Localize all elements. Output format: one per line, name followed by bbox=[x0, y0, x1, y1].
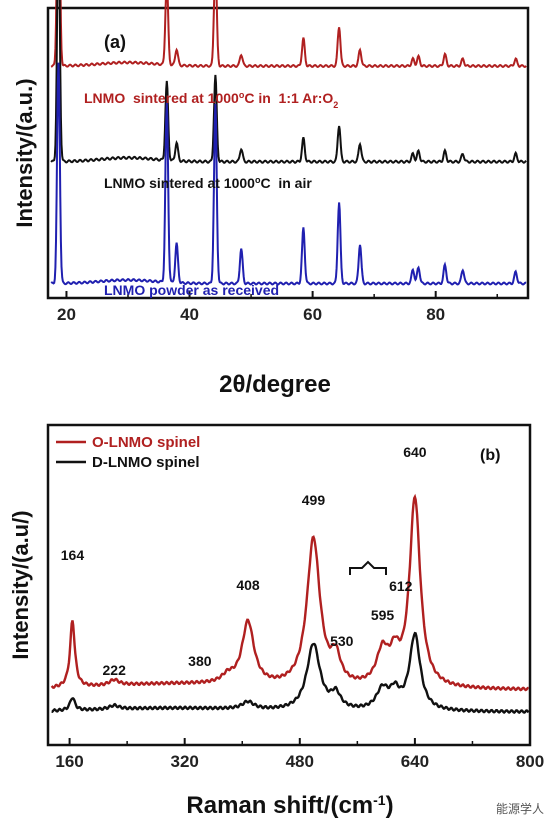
panel-a-x-ticks: 20 40 60 80 bbox=[57, 291, 498, 324]
panel-a-x-tick-label: 60 bbox=[303, 305, 322, 324]
peak-label: 640 bbox=[403, 444, 427, 460]
peak-bracket bbox=[349, 560, 387, 575]
peak-label: 530 bbox=[330, 633, 354, 649]
panel-a-x-tick-label: 40 bbox=[180, 305, 199, 324]
series-label-powder: LNMO powder as received bbox=[104, 282, 279, 298]
panel-b-x-tick-label: 800 bbox=[516, 752, 544, 771]
panel-b-label: (b) bbox=[480, 447, 500, 464]
panel-a-frame bbox=[46, 6, 530, 300]
panel-a-x-axis-title: 2θ/degree bbox=[219, 371, 331, 398]
peak-label: 222 bbox=[103, 662, 127, 678]
peak-label: 612 bbox=[389, 578, 413, 594]
panel-b-x-tick-label: 480 bbox=[286, 752, 314, 771]
panel-a-series-line bbox=[50, 0, 527, 69]
panel-a-x-tick-label: 20 bbox=[57, 305, 76, 324]
panel-a-y-axis-title: Intensity/(a.u.) bbox=[12, 78, 37, 227]
panel-a-series-line bbox=[50, 62, 527, 286]
peak-label: 380 bbox=[188, 653, 212, 669]
series-label-air: LNMO sintered at 1000oC in air bbox=[104, 175, 312, 191]
panel-b-x-axis-title: Raman shift/(cm-1) bbox=[186, 792, 393, 819]
panel-b-series bbox=[50, 493, 530, 715]
panel-b-y-axis-title: Intensity/(a.u/) bbox=[8, 510, 33, 659]
peak-label: 595 bbox=[371, 607, 395, 623]
panel-b-x-tick-label: 160 bbox=[55, 752, 83, 771]
legend-label-o: O-LNMO spinel bbox=[92, 434, 200, 451]
panel-a-series-line bbox=[50, 0, 527, 164]
panel-b-series-line bbox=[50, 493, 529, 692]
peak-label: 164 bbox=[61, 547, 85, 563]
panel-a-series bbox=[50, 0, 527, 286]
legend: O-LNMO spinel D-LNMO spinel bbox=[56, 434, 200, 471]
panel-a-x-tick-label: 80 bbox=[426, 305, 445, 324]
panel-b-series-line bbox=[51, 631, 530, 715]
legend-label-d: D-LNMO spinel bbox=[92, 454, 200, 471]
panel-b-x-tick-label: 320 bbox=[170, 752, 198, 771]
peak-label: 408 bbox=[236, 577, 260, 593]
panel-b-frame bbox=[46, 423, 532, 747]
panel-b-x-tick-label: 640 bbox=[401, 752, 429, 771]
series-label-ar-o2: LNMO sintered at 1000oC in 1:1 Ar:O2 bbox=[84, 90, 338, 110]
watermark: 能源学人 bbox=[495, 802, 544, 816]
panel-b-x-ticks: 160 320 480 640 800 bbox=[55, 738, 544, 771]
panel-a-label: (a) bbox=[104, 32, 126, 52]
peak-label: 499 bbox=[302, 492, 326, 508]
panel-b-peak-labels: 164 222 380 408 499 530 595 612 640 bbox=[61, 444, 427, 678]
